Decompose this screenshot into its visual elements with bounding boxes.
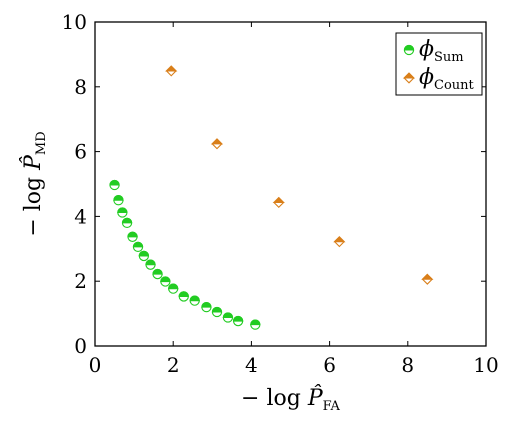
data-point-sum	[109, 179, 120, 191]
x-tick-label: 4	[245, 353, 258, 377]
data-point-count	[272, 196, 285, 209]
legend-marker-sum	[403, 44, 415, 56]
data-point-sum	[127, 231, 138, 242]
legend-marker-count	[402, 72, 416, 84]
y-tick-label: 0	[74, 334, 87, 358]
plot-frame	[94, 21, 487, 347]
data-point-sum	[113, 195, 124, 206]
legend-symbol	[402, 72, 416, 84]
legend-symbol	[403, 44, 415, 56]
data-point-sum	[121, 217, 133, 229]
data-point-sum	[160, 276, 171, 287]
x-tick-label: 8	[401, 353, 414, 377]
data-point-sum	[178, 291, 189, 302]
y-tick-label: 10	[62, 10, 87, 34]
y-tick-label: 8	[74, 75, 87, 99]
y-tick-label: 4	[74, 204, 87, 228]
legend: ϕSum ϕCount	[395, 32, 483, 96]
data-point-sum	[250, 319, 261, 330]
data-point-count	[333, 236, 346, 248]
data-point-sum	[152, 268, 163, 280]
x-axis-label: − log P̂FA	[241, 385, 340, 414]
x-tick-label: 2	[167, 353, 180, 377]
x-tick-label: 10	[473, 353, 498, 377]
data-point-sum	[145, 259, 156, 270]
y-tick-label: 2	[74, 269, 87, 293]
data-point-sum	[222, 312, 234, 323]
data-point-count	[421, 273, 434, 285]
legend-label-count: ϕCount	[419, 65, 475, 93]
y-axis-label: − log P̂MD	[20, 131, 49, 236]
data-point-sum	[189, 295, 200, 306]
data-point-count	[210, 138, 224, 150]
x-tick-label: 0	[89, 353, 102, 377]
data-point-count	[165, 65, 178, 77]
legend-label-sum: ϕSum	[419, 37, 464, 65]
data-point-sum	[211, 306, 223, 318]
data-point-sum	[132, 241, 144, 253]
y-tick-label: 6	[74, 140, 87, 164]
data-point-sum	[138, 250, 150, 262]
data-point-sum	[201, 301, 212, 313]
legend-box	[395, 32, 483, 96]
data-point-sum	[168, 283, 179, 294]
axis-tick-labels: 0 2 4 6 8 10 0 2 4 6 8 10	[62, 10, 499, 377]
data-point-sum	[117, 207, 128, 218]
x-tick-label: 6	[323, 353, 336, 377]
data-points	[109, 65, 434, 330]
data-point-sum	[232, 315, 244, 327]
